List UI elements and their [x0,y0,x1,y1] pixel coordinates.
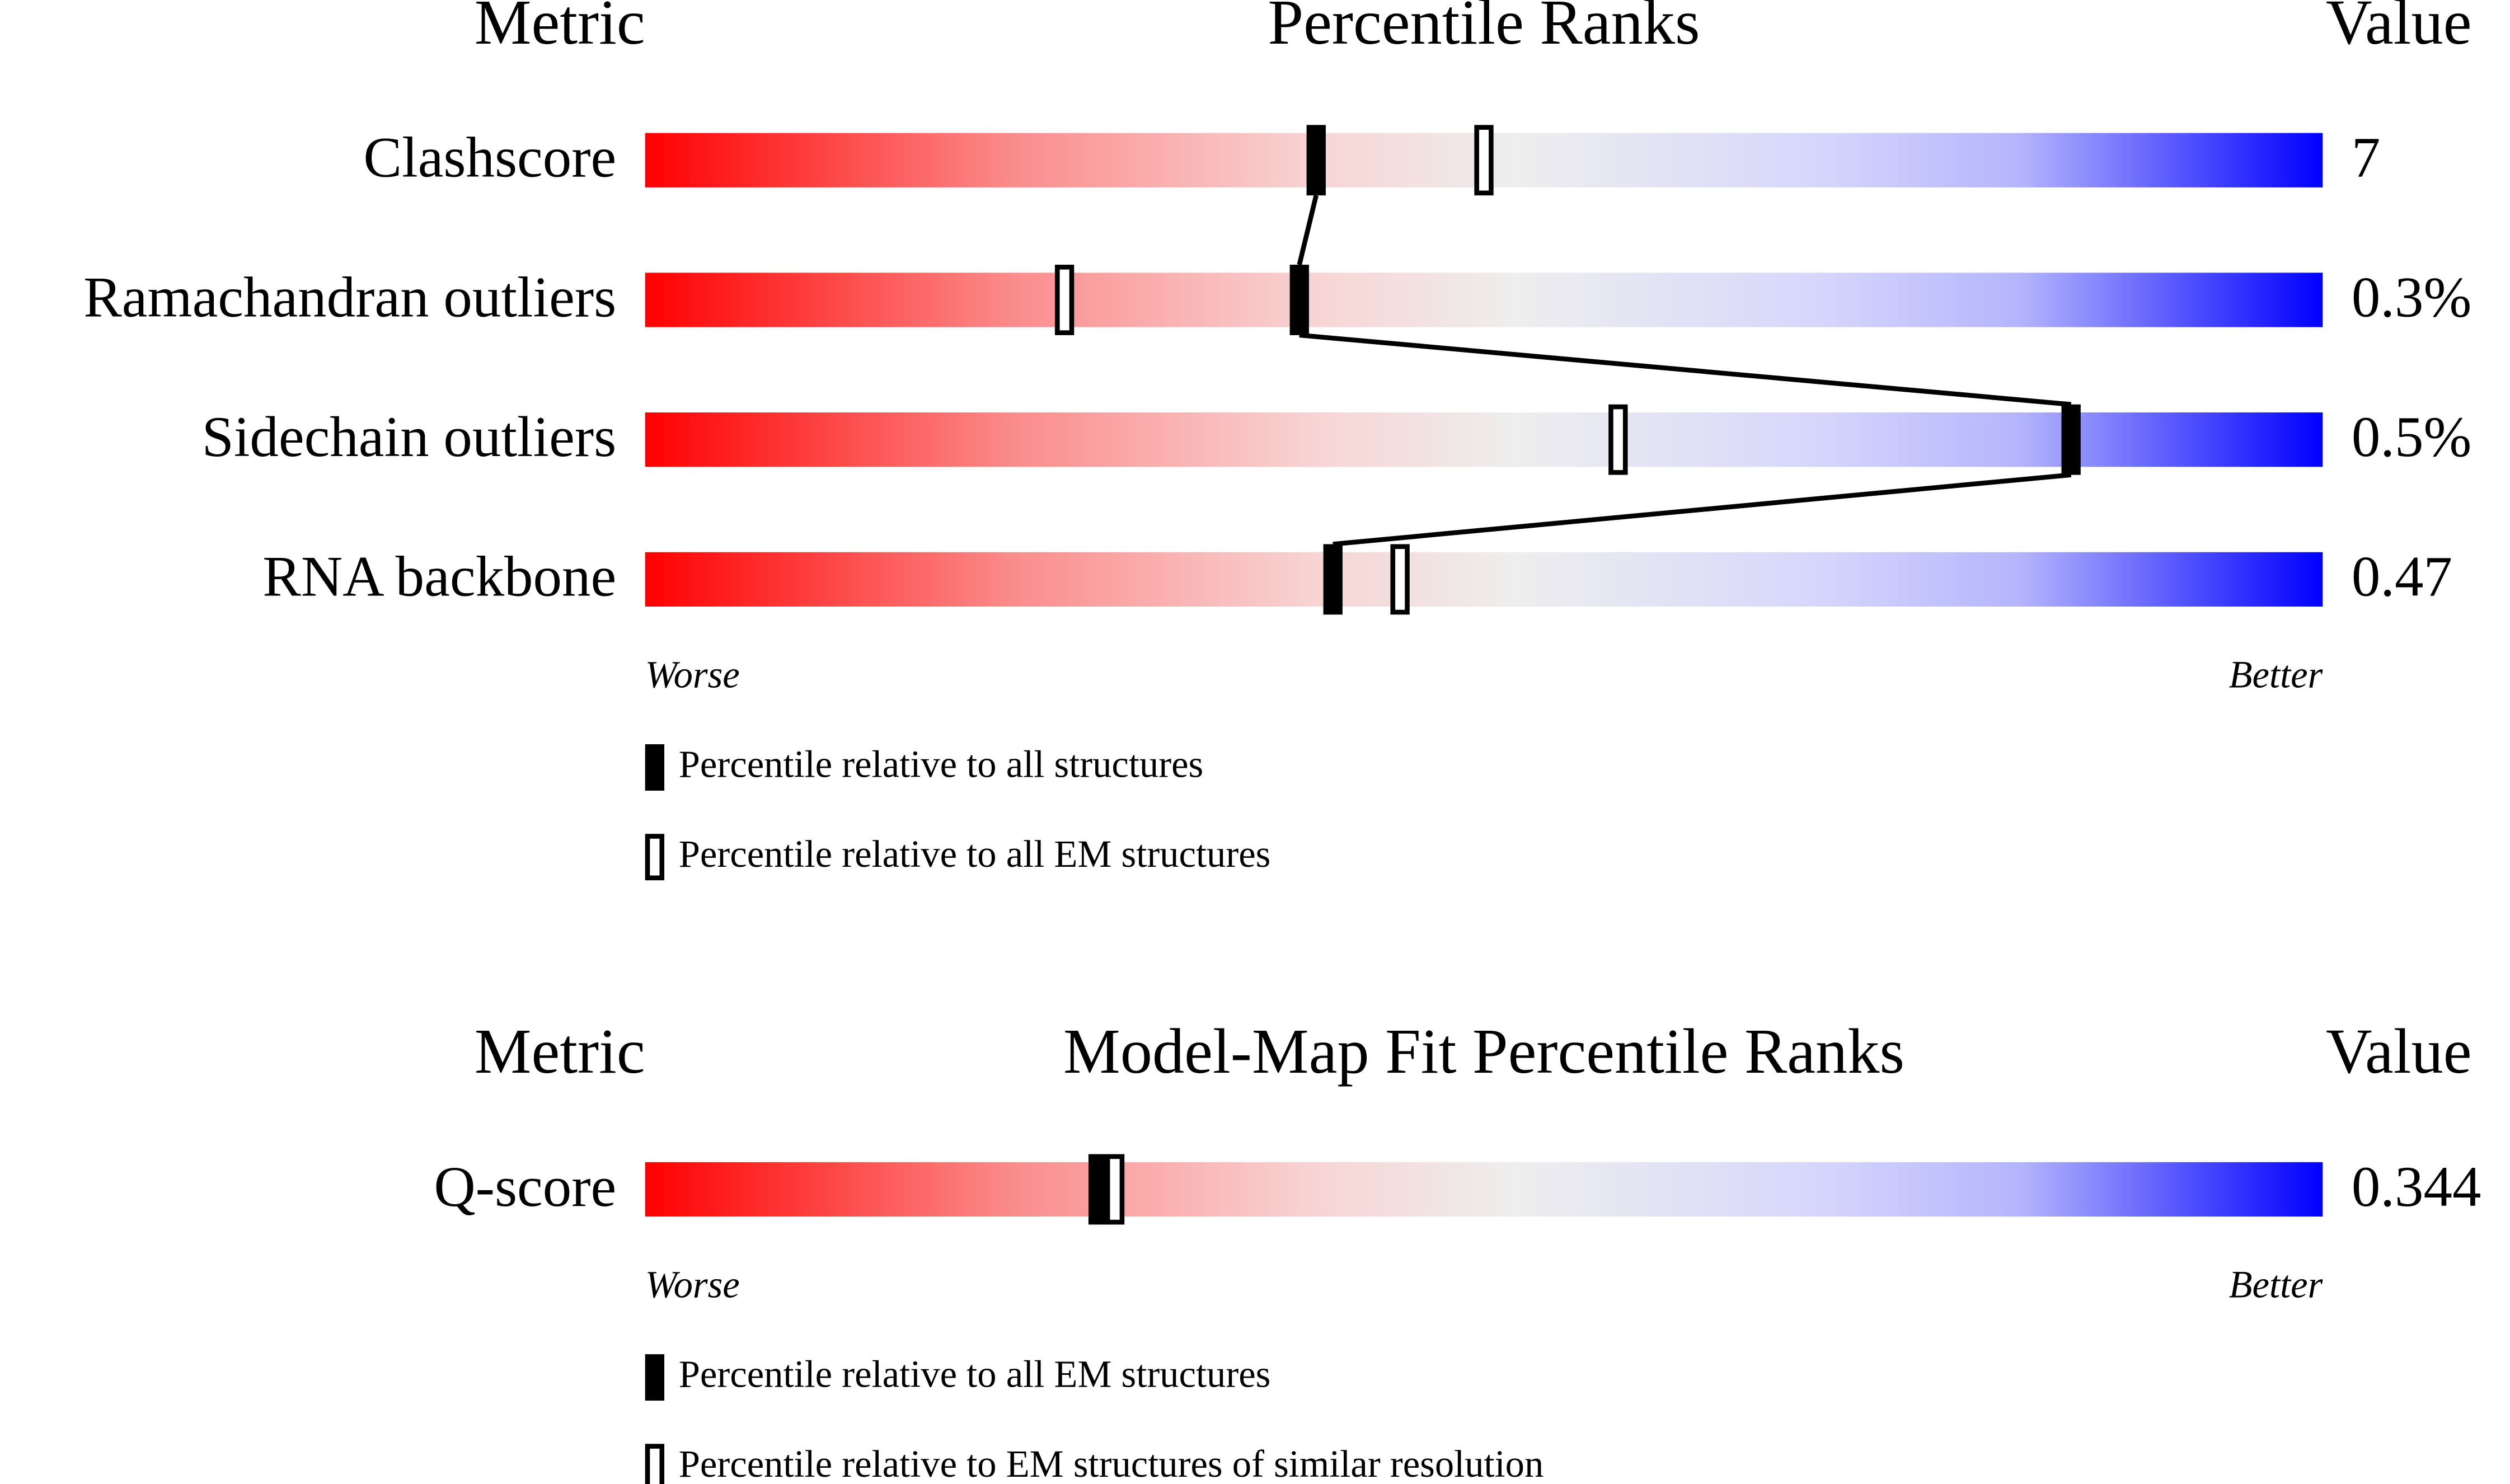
marker-open [1608,404,1628,475]
value-header: Value [2326,0,2472,58]
metric-label: Q-score [434,1155,616,1219]
metric-value: 0.5% [2352,405,2472,469]
metric-value: 0.344 [2352,1155,2481,1219]
legend-label: Percentile relative to EM structures of … [679,1443,1544,1484]
percentile-bar [645,273,2323,327]
marker-filled [1289,265,1309,335]
metric-label: RNA backbone [262,545,616,609]
legend-swatch [645,834,665,881]
metric-value: 0.3% [2352,265,2472,329]
worse-label: Worse [645,653,740,696]
marker-open [1474,125,1494,196]
legend-swatch [645,744,665,791]
metric-value: 7 [2352,126,2380,190]
legend-swatch [645,1444,665,1484]
chart-title: Model-Map Fit Percentile Ranks [1063,1016,1904,1087]
percentile-bar [645,1162,2323,1217]
percentile-bar [645,412,2323,467]
legend-label: Percentile relative to all EM structures [679,1353,1271,1396]
chart-title: Percentile Ranks [1268,0,1700,58]
metric-label: Ramachandran outliers [83,265,616,329]
legend-label: Percentile relative to all EM structures [679,833,1271,875]
marker-filled [1088,1154,1108,1225]
marker-open [1054,265,1075,335]
better-label: Better [2229,653,2323,696]
metric-label: Sidechain outliers [202,405,617,469]
legend-label: Percentile relative to all structures [679,743,1204,786]
metric-value: 0.47 [2352,545,2452,609]
marker-filled [2061,404,2081,475]
metric-label: Clashscore [363,126,616,190]
value-header: Value [2326,1016,2472,1087]
legend-swatch [645,1354,665,1401]
marker-open [1390,544,1410,615]
better-label: Better [2229,1264,2323,1306]
metric-header: Metric [475,1016,645,1087]
marker-open [1105,1154,1125,1225]
metric-header: Metric [475,0,645,58]
marker-filled [1306,125,1326,196]
marker-filled [1323,544,1343,615]
percentile-bar [645,552,2323,607]
connector-line [1297,195,2072,547]
worse-label: Worse [645,1264,740,1306]
